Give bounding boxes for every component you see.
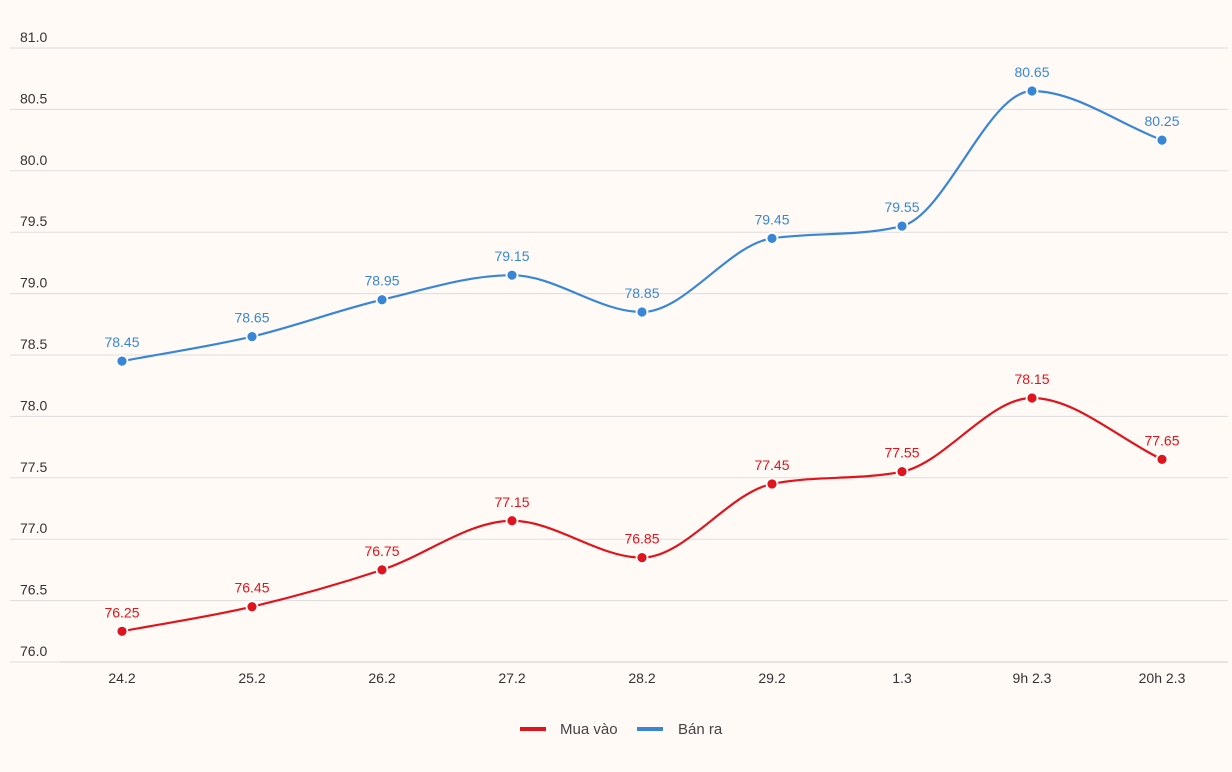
legend: Mua vào Bán ra — [520, 721, 723, 738]
y-tick-label: 77.0 — [20, 520, 47, 536]
y-tick-label: 79.0 — [20, 275, 47, 291]
data-point — [1025, 391, 1039, 405]
y-tick-label: 80.5 — [20, 90, 47, 106]
series-ban-ra: 78.45 78.65 78.95 79.15 78.85 79.45 79.55 80.65… — [104, 64, 1180, 368]
series-mua-vao: 76.25 76.45 76.75 77.15 76.85 77.45 77.55 78.15… — [104, 371, 1180, 638]
y-tick-label: 81.0 — [20, 29, 47, 45]
data-point — [635, 305, 649, 319]
x-tick-label: 24.2 — [108, 670, 135, 686]
data-point — [115, 354, 129, 368]
data-label: 80.65 — [1014, 64, 1049, 80]
data-label: 76.25 — [104, 604, 139, 620]
data-point — [375, 563, 389, 577]
data-label: 78.95 — [364, 273, 399, 289]
y-axis: 76.0 76.5 77.0 77.5 78.0 78.5 79.0 79.5 80.0 80.5… — [20, 29, 47, 659]
y-tick-label: 79.5 — [20, 213, 47, 229]
series-line — [121, 89, 1163, 363]
data-point — [635, 551, 649, 565]
y-tick-label: 77.5 — [20, 459, 47, 475]
grid-layer — [10, 47, 1228, 663]
data-point — [245, 330, 259, 343]
data-label: 76.85 — [624, 531, 659, 547]
data-point — [505, 514, 519, 528]
y-tick-label: 78.5 — [20, 336, 47, 352]
data-label: 77.55 — [884, 445, 919, 461]
data-label: 79.45 — [754, 211, 789, 227]
data-label: 78.45 — [104, 334, 139, 350]
data-label: 80.25 — [1144, 113, 1179, 129]
x-axis: 24.2 25.2 26.2 27.2 28.2 29.2 1.3 9h 2.3 20h 2.3 — [60, 661, 1228, 686]
legend-item: Mua vào — [520, 721, 618, 738]
legend-label: Mua vào — [560, 721, 618, 738]
data-point — [765, 231, 779, 245]
series-line — [121, 396, 1163, 633]
data-point — [245, 600, 259, 614]
x-tick-label: 29.2 — [758, 670, 785, 686]
x-tick-label: 25.2 — [238, 670, 265, 686]
y-tick-label: 78.0 — [20, 397, 47, 413]
data-label: 78.85 — [624, 285, 659, 301]
x-tick-label: 26.2 — [368, 670, 395, 686]
data-label: 78.65 — [234, 310, 269, 326]
data-label: 79.15 — [494, 248, 529, 264]
data-label: 79.55 — [884, 199, 919, 215]
data-point — [1155, 452, 1169, 466]
x-tick-label: 27.2 — [498, 670, 525, 686]
data-point — [765, 477, 779, 491]
data-label: 76.45 — [234, 580, 269, 596]
x-tick-label: 20h 2.3 — [1139, 670, 1186, 686]
legend-item: Bán ra — [637, 721, 723, 738]
data-label: 76.75 — [364, 543, 399, 559]
x-tick-label: 1.3 — [892, 670, 912, 686]
data-point — [895, 465, 909, 479]
series-layer: 76.25 76.45 76.75 77.15 76.85 77.45 77.55 78.15… — [104, 64, 1180, 638]
y-tick-label: 76.0 — [20, 643, 47, 659]
data-point — [505, 268, 519, 282]
x-tick-label: 9h 2.3 — [1013, 670, 1052, 686]
data-point — [895, 219, 909, 233]
data-label: 77.45 — [754, 457, 789, 473]
data-label: 78.15 — [1014, 371, 1049, 387]
data-point — [375, 293, 389, 307]
y-tick-label: 76.5 — [20, 582, 47, 598]
data-label: 77.15 — [494, 494, 529, 510]
x-tick-label: 28.2 — [628, 670, 655, 686]
legend-label: Bán ra — [678, 721, 723, 738]
data-point — [1155, 133, 1169, 147]
data-point — [1025, 84, 1039, 98]
data-point — [115, 624, 129, 638]
data-label: 77.65 — [1144, 432, 1179, 448]
y-tick-label: 80.0 — [20, 152, 47, 168]
